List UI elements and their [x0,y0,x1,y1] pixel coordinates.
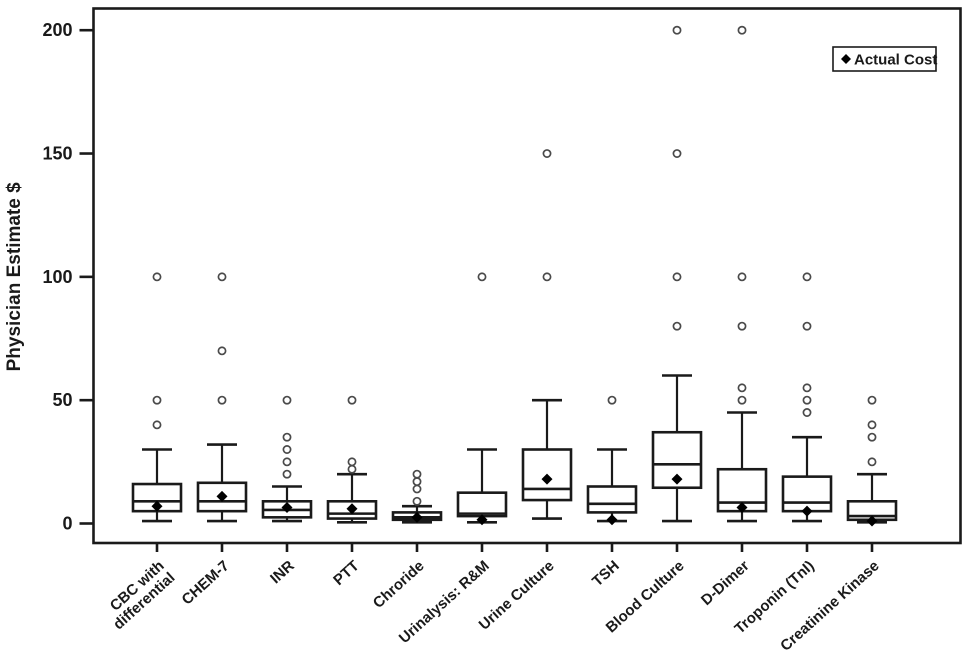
actual-cost-marker [281,501,293,513]
actual-cost-marker [671,473,683,485]
iqr-box [651,430,703,490]
outlier-point [737,321,747,331]
actual-cost-marker [541,473,553,485]
x-category-label: TSH [589,557,623,590]
x-category-label: CBC withdifferential [99,557,178,633]
actual-cost-marker [866,515,878,527]
y-axis-title: Physician Estimate $ [4,182,25,371]
x-category-label: PTT [330,557,362,589]
outlier-point [737,25,747,35]
outlier-point [867,395,877,405]
outlier-point [152,272,162,282]
actual-cost-marker [411,511,423,523]
outlier-point [802,272,812,282]
outlier-point [737,272,747,282]
box-group-d-dimer: D-Dimer [698,25,768,609]
outlier-point [802,383,812,393]
outlier-point [542,272,552,282]
y-tick-label: 200 [42,20,72,40]
outlier-point [282,395,292,405]
outlier-point [152,420,162,430]
legend-label: Actual Cost [854,52,937,69]
iqr-box [586,485,638,514]
iqr-box [781,475,833,513]
outlier-point [347,464,357,474]
outlier-point [867,420,877,430]
outlier-point [217,272,227,282]
y-tick-label: 0 [62,514,72,534]
outlier-point [412,477,422,487]
outlier-point [672,25,682,35]
outlier-point [672,321,682,331]
actual-cost-marker [476,514,488,526]
outlier-point [282,445,292,454]
outlier-point [737,383,747,393]
outlier-point [347,395,357,405]
y-tick-label: 100 [42,267,72,287]
outlier-point [802,408,812,417]
outlier-point [867,432,877,442]
x-category-label: CHEM-7 [179,557,233,608]
outlier-point [802,321,812,331]
outlier-point [412,469,422,479]
outlier-point [867,457,877,467]
outlier-point [542,149,552,158]
outlier-point [217,346,227,356]
outlier-point [282,432,292,442]
outlier-point [412,484,422,494]
outlier-point [672,149,682,158]
outlier-point [802,395,812,405]
x-category-label: Chroride [370,557,428,611]
outlier-point [152,395,162,405]
y-tick-label: 150 [42,144,72,164]
legend-diamond-icon [841,54,851,64]
actual-cost-marker [346,503,358,515]
outlier-point [282,469,292,479]
y-tick-label: 50 [52,390,72,410]
actual-cost-marker [216,490,228,502]
outlier-point [282,457,292,467]
x-category-label: D-Dimer [698,557,753,609]
actual-cost-marker [606,514,618,526]
outlier-point [412,496,422,506]
x-category-label: INR [267,557,298,587]
outlier-point [672,272,682,282]
outlier-point [477,272,487,282]
outlier-point [737,395,747,405]
outlier-point [347,457,357,467]
actual-cost-marker [151,500,163,512]
outlier-point [607,395,617,405]
actual-cost-marker [736,501,748,513]
actual-cost-marker [801,505,813,517]
outlier-point [217,395,227,405]
